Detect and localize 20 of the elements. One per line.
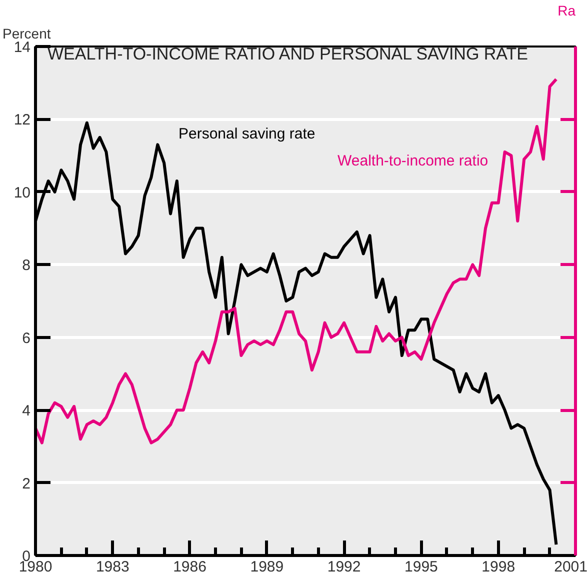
y-axis-title: Percent [2,26,51,42]
y-tick-label: 2 [22,475,30,492]
y-tick-label: 14 [14,39,31,56]
x-tick-label: 1986 [173,558,206,576]
y2-axis-title: Ra [558,2,576,18]
x-tick-label: 1989 [250,558,284,576]
y-tick-label: 12 [14,112,31,129]
y-tick-label: 8 [22,257,30,274]
y-tick-label: 6 [22,330,30,347]
series-label: Wealth-to-income ratio [338,152,488,170]
x-tick-label: 1983 [96,558,130,576]
x-tick-label: 1992 [327,558,361,576]
x-tick-label: 2001 [554,558,587,576]
y-tick-label: 10 [14,184,31,202]
line-series [36,78,558,444]
x-tick-label: 1995 [404,558,438,576]
series-label: Personal saving rate [178,126,316,142]
x-tick-label: 1998 [482,558,516,576]
chart-title: WEALTH-TO-INCOME RATIO AND PERSONAL SAVING RATE [48,44,528,64]
y-tick-label: 4 [22,402,30,420]
